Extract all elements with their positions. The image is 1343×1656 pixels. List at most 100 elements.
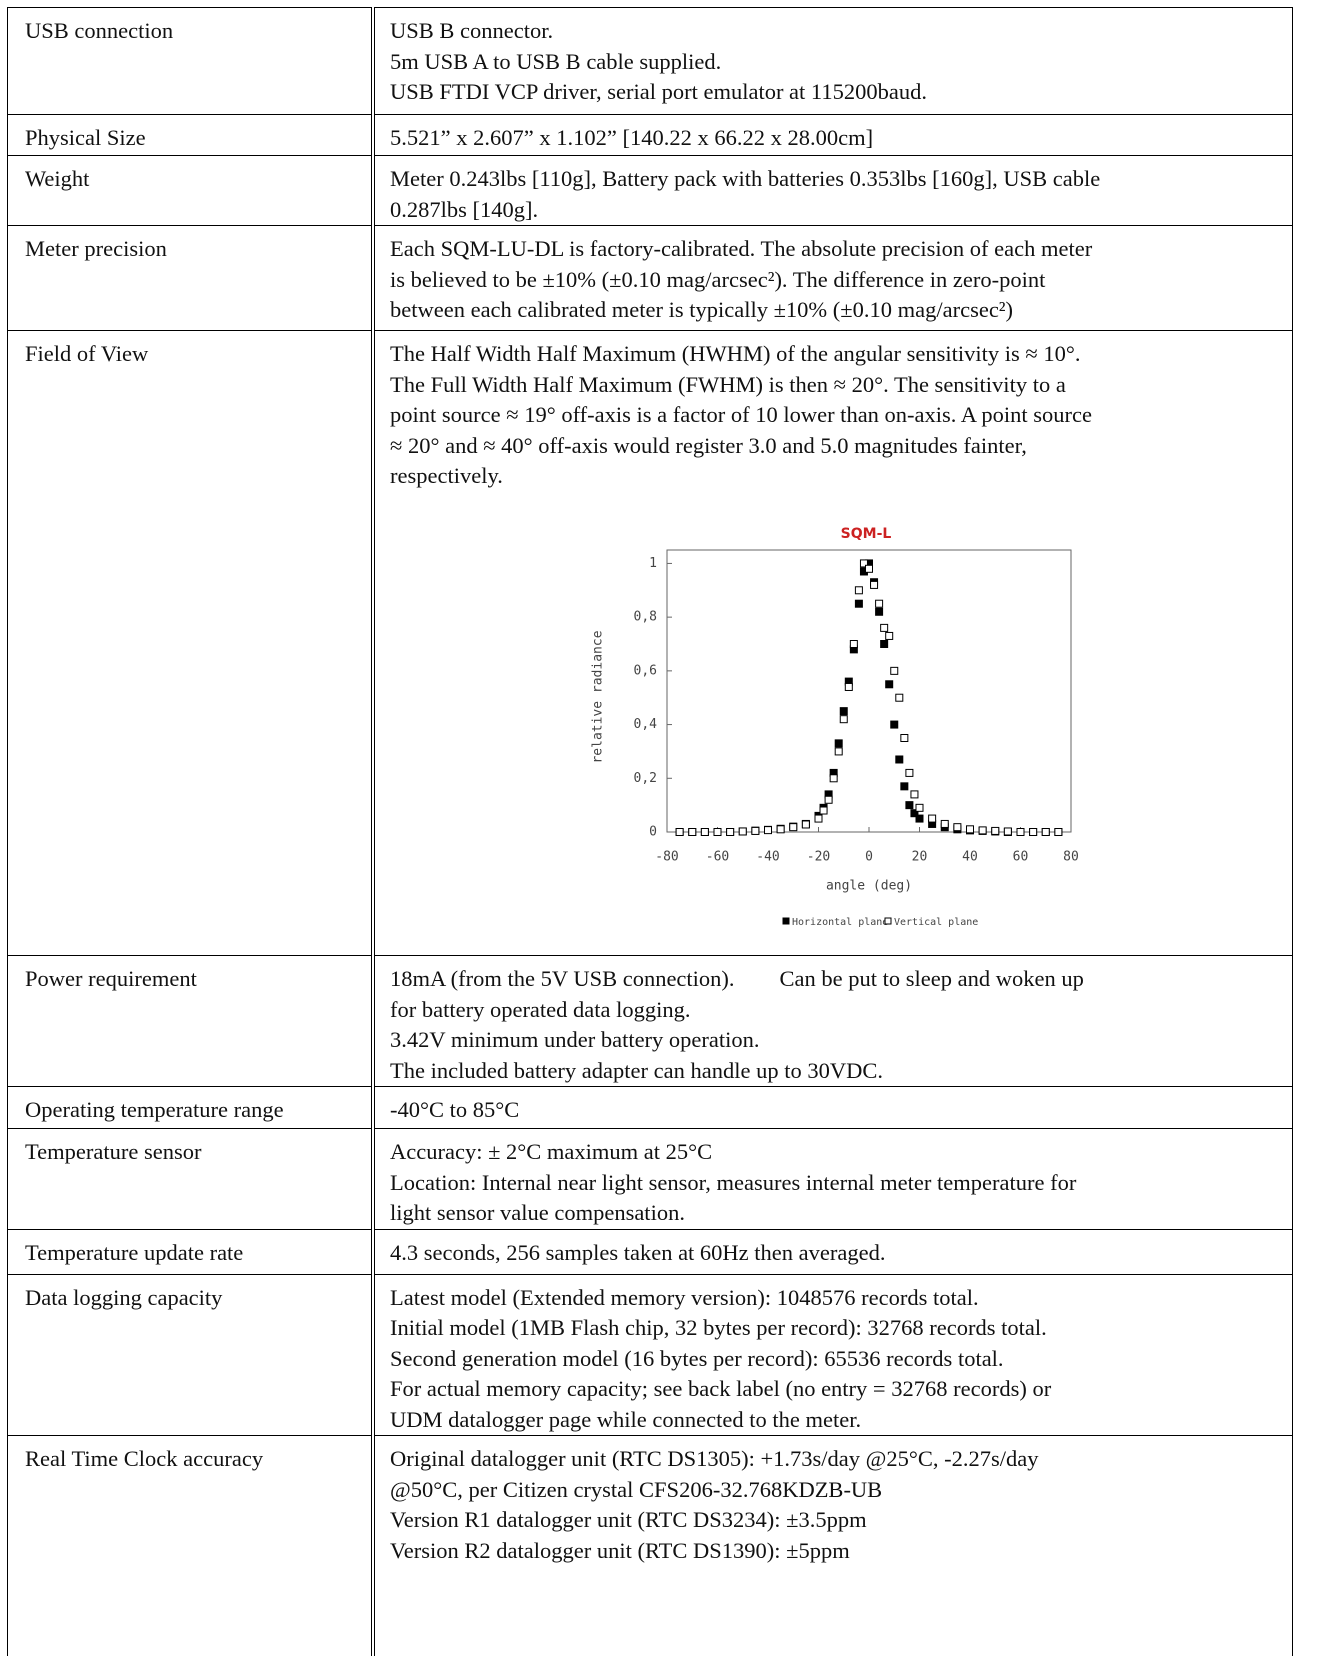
table-row: Weight Meter 0.243lbs [110g], Battery pac…: [7, 155, 1293, 226]
x-tick-label: -20: [807, 849, 830, 864]
data-point: [764, 825, 772, 834]
x-tick-label: -80: [655, 849, 678, 864]
text-line: Accuracy: ± 2°C maximum at 25°C: [390, 1139, 713, 1164]
data-point: [824, 795, 833, 804]
data-point: [1054, 827, 1063, 836]
y-tick-label: 1: [649, 555, 657, 570]
text-line: -40°C to 85°C: [390, 1097, 520, 1122]
text-line: respectively.: [390, 463, 503, 488]
data-point: [885, 631, 894, 640]
data-point: [819, 806, 828, 815]
row-value: -40°C to 85°C: [372, 1086, 1293, 1129]
data-point: [688, 827, 697, 836]
text-line: USB B connector.: [390, 18, 554, 43]
table-row: Field of View The Half Width Half Maximum…: [7, 330, 1293, 956]
table-row: Physical Size 5.521” x 2.607” x 1.102” [1…: [7, 114, 1293, 156]
data-point: [801, 819, 810, 828]
data-point: [910, 808, 919, 817]
text-line: USB FTDI VCP driver, serial port emulato…: [390, 79, 927, 104]
legend-marker: [782, 917, 790, 924]
data-point: [834, 738, 843, 747]
data-point: [789, 822, 798, 831]
data-point: [814, 814, 823, 823]
data-point: [915, 803, 924, 812]
row-label: Operating temperature range: [7, 1086, 375, 1129]
text-line: between each calibrated meter is typical…: [390, 297, 1014, 322]
data-point: [991, 826, 1000, 835]
data-point: [875, 599, 884, 608]
row-label: Field of View: [7, 330, 375, 956]
data-point: [905, 768, 914, 777]
data-point: [1029, 827, 1038, 836]
text-line: Latest model (Extended memory version): …: [390, 1284, 979, 1310]
data-point: [1041, 827, 1050, 836]
data-point: [870, 580, 879, 589]
text-line: 5m USB A to USB B cable supplied.: [390, 48, 722, 74]
table-row: USB connection USB B connector. 5m USB A t…: [7, 7, 1293, 115]
text-line: UDM datalogger page while connected to t…: [390, 1406, 862, 1432]
data-point: [940, 819, 949, 828]
row-value: USB B connector. 5m USB A to USB B cable …: [372, 7, 1293, 115]
text-line: The Half Width Half Maximum (HWHM) of th…: [390, 341, 1081, 366]
text-line: for battery operated data logging.: [390, 996, 691, 1022]
text-line: 18mA (from the 5V USB connection). Can b…: [390, 966, 1084, 991]
data-point: [859, 558, 868, 567]
row-label: Temperature sensor: [7, 1128, 375, 1230]
row-label: USB connection: [7, 7, 375, 115]
text-line: 3.42V minimum under battery operation.: [390, 1027, 760, 1052]
x-tick-label: 20: [912, 849, 928, 864]
row-value: Accuracy: ± 2°C maximum at 25°C Location:…: [372, 1128, 1293, 1230]
text-line: Second generation model (16 bytes per re…: [390, 1345, 1004, 1371]
y-tick-label: 0: [649, 824, 657, 839]
row-value: The Half Width Half Maximum (HWHM) of th…: [372, 330, 1293, 956]
data-point: [854, 599, 863, 608]
text-line: light sensor value compensation.: [390, 1200, 685, 1225]
x-tick-label: 0: [865, 849, 873, 864]
spec-table: USB connection USB B connector. 5m USB A t…: [7, 7, 1293, 1656]
data-point: [849, 639, 858, 648]
row-label: Meter precision: [7, 225, 375, 331]
data-point: [910, 789, 919, 798]
data-point: [865, 564, 873, 573]
legend-label: Horizontal plane: [792, 917, 888, 928]
text-line: 0.287lbs [140g].: [390, 196, 539, 222]
table-row: Real Time Clock accuracy Original datalog…: [7, 1435, 1293, 1656]
text-line: The included battery adapter can handle …: [390, 1057, 883, 1083]
data-point: [978, 825, 987, 834]
row-value: Each SQM-LU-DL is factory-calibrated. Th…: [372, 225, 1293, 331]
y-tick-label: 0,8: [634, 609, 657, 624]
x-tick-label: 40: [962, 849, 978, 864]
legend-marker: [884, 917, 892, 924]
text-line: 5.521” x 2.607” x 1.102” [140.22 x 66.22…: [390, 125, 874, 150]
data-point: [900, 733, 909, 742]
x-tick-label: 80: [1063, 849, 1079, 864]
text-line: Meter 0.243lbs [110g], Battery pack with…: [390, 166, 1101, 191]
text-line: @50°C, per Citizen crystal CFS206-32.768…: [390, 1476, 883, 1502]
plot-frame: [666, 549, 1072, 832]
text-line: The Full Width Half Maximum (FWHM) is th…: [390, 371, 1066, 397]
text-line: Initial model (1MB Flash chip, 32 bytes …: [390, 1315, 1047, 1340]
x-tick-label: 60: [1013, 849, 1029, 864]
table-row: Data logging capacity Latest model (Exten…: [7, 1273, 1293, 1436]
row-value: 5.521” x 2.607” x 1.102” [140.22 x 66.22…: [372, 114, 1293, 156]
row-label: Temperature update rate: [7, 1228, 375, 1275]
text-line: Original datalogger unit (RTC DS1305): +…: [390, 1446, 1039, 1471]
data-point: [895, 693, 904, 702]
row-value: 18mA (from the 5V USB connection). Can b…: [372, 955, 1293, 1087]
x-axis-label: angle (deg): [826, 878, 912, 893]
data-point: [829, 773, 838, 782]
data-point: [890, 666, 899, 675]
y-tick-label: 0,6: [634, 663, 657, 678]
text-line: is believed to be ±10% (±0.10 mag/arcsec…: [390, 266, 1046, 292]
x-tick-label: -60: [706, 849, 729, 864]
text-line: point source ≈ 19° off-axis is a factor …: [390, 402, 1093, 427]
row-label: Physical Size: [7, 114, 375, 156]
data-point: [905, 800, 914, 809]
data-point: [844, 682, 853, 691]
data-point: [953, 822, 962, 831]
table-row: Power requirement 18mA (from the 5V USB c…: [7, 955, 1293, 1087]
data-point: [751, 826, 760, 835]
row-value: Original datalogger unit (RTC DS1305): +…: [372, 1435, 1293, 1656]
y-tick-label: 0,4: [634, 717, 658, 732]
